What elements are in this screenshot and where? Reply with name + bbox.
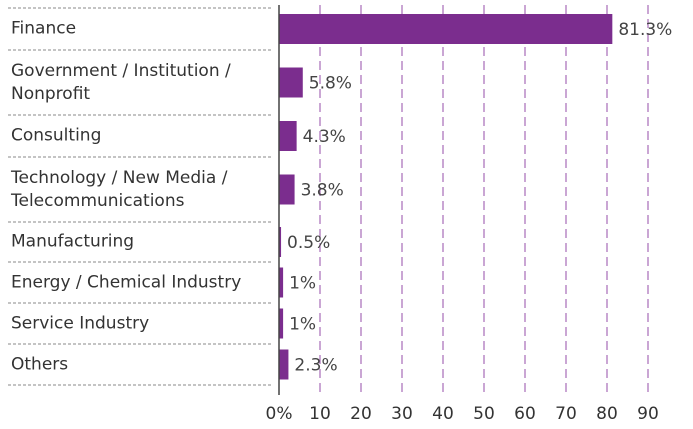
value-label: 0.5% (287, 233, 330, 253)
category-label: Government / Institution / Nonprofit (11, 60, 231, 104)
x-tick-label: 20 (350, 404, 372, 424)
x-tick-label: 90 (637, 404, 659, 424)
bar (279, 14, 613, 44)
x-tick-label: 0% (266, 404, 293, 424)
value-label: 81.3% (618, 20, 672, 40)
x-tick-label: 80 (596, 404, 618, 424)
bar (279, 174, 295, 205)
value-label: 3.8% (301, 181, 344, 201)
value-label: 4.3% (303, 127, 346, 147)
bar (279, 67, 303, 98)
value-label: 5.8% (309, 74, 352, 94)
category-label: Finance (11, 18, 77, 39)
category-label: Service Industry (11, 313, 150, 333)
category-label: Consulting (11, 125, 102, 146)
x-tick-label: 10 (309, 404, 331, 424)
bar (279, 121, 297, 151)
category-label: Others (11, 354, 69, 374)
bar (279, 308, 284, 339)
category-label: Technology / New Media / Telecommunicati… (11, 167, 228, 211)
bar (279, 267, 284, 298)
value-label: 1% (289, 315, 316, 335)
x-tick-label: 30 (391, 404, 413, 424)
bar (279, 227, 282, 257)
value-label: 2.3% (294, 356, 337, 376)
x-tick-label: 60 (514, 404, 536, 424)
category-label: Energy / Chemical Industry (11, 272, 242, 292)
x-tick-label: 50 (473, 404, 495, 424)
category-label: Manufacturing (11, 231, 135, 252)
bar (279, 349, 289, 380)
x-tick-label: 70 (555, 404, 577, 424)
x-tick-label: 40 (432, 404, 454, 424)
value-label: 1% (289, 274, 316, 294)
